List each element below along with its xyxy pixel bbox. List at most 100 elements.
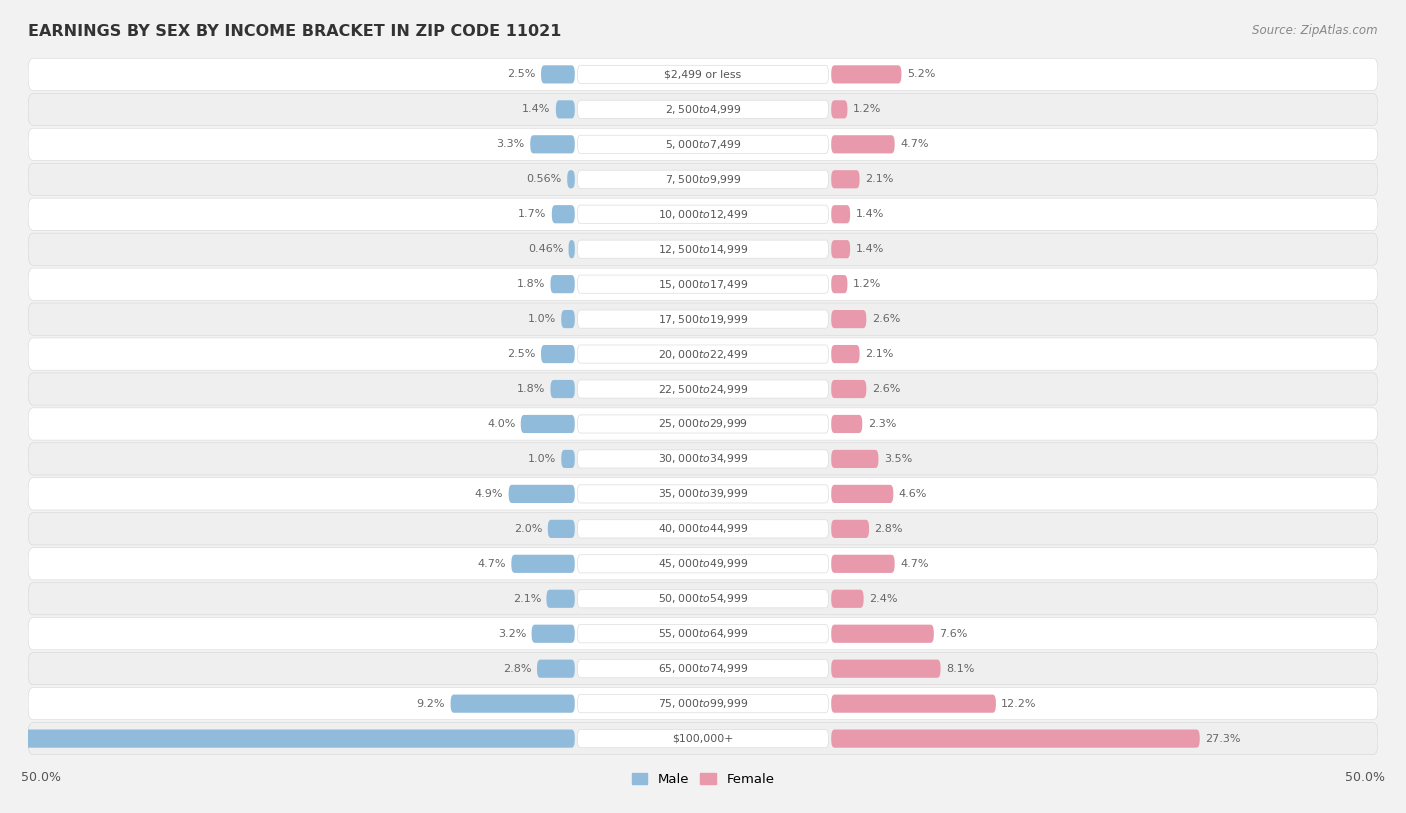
FancyBboxPatch shape [578,485,828,503]
FancyBboxPatch shape [831,170,859,189]
FancyBboxPatch shape [578,135,828,154]
FancyBboxPatch shape [28,93,1378,125]
Text: 1.4%: 1.4% [855,209,884,220]
FancyBboxPatch shape [831,520,869,538]
FancyBboxPatch shape [28,163,1378,195]
FancyBboxPatch shape [531,624,575,643]
FancyBboxPatch shape [28,513,1378,545]
Text: 1.2%: 1.2% [853,279,882,289]
Text: 4.6%: 4.6% [898,489,927,499]
Text: 1.7%: 1.7% [517,209,547,220]
FancyBboxPatch shape [831,310,866,328]
FancyBboxPatch shape [831,240,851,259]
Text: 4.9%: 4.9% [475,489,503,499]
Text: 0.56%: 0.56% [527,174,562,185]
Text: 4.7%: 4.7% [478,559,506,569]
Text: 4.0%: 4.0% [486,419,516,429]
Text: $40,000 to $44,999: $40,000 to $44,999 [658,523,748,535]
Text: 12.2%: 12.2% [1001,698,1036,709]
Text: 1.4%: 1.4% [855,244,884,254]
FancyBboxPatch shape [509,485,575,503]
FancyBboxPatch shape [578,380,828,398]
FancyBboxPatch shape [831,554,894,573]
Text: 1.2%: 1.2% [853,104,882,115]
FancyBboxPatch shape [28,373,1378,405]
FancyBboxPatch shape [28,268,1378,300]
FancyBboxPatch shape [28,59,1378,90]
Text: 50.0%: 50.0% [1346,771,1385,784]
Text: 2.5%: 2.5% [508,69,536,80]
FancyBboxPatch shape [0,729,575,748]
Text: 1.0%: 1.0% [527,454,555,464]
Text: $17,500 to $19,999: $17,500 to $19,999 [658,313,748,325]
Text: 2.1%: 2.1% [865,174,893,185]
FancyBboxPatch shape [578,729,828,748]
FancyBboxPatch shape [28,723,1378,754]
FancyBboxPatch shape [450,694,575,713]
Text: $50,000 to $54,999: $50,000 to $54,999 [658,593,748,605]
FancyBboxPatch shape [561,450,575,468]
Text: 2.8%: 2.8% [875,524,903,534]
FancyBboxPatch shape [831,729,1199,748]
FancyBboxPatch shape [28,338,1378,370]
FancyBboxPatch shape [831,380,866,398]
Text: $5,000 to $7,499: $5,000 to $7,499 [665,138,741,150]
FancyBboxPatch shape [578,589,828,608]
FancyBboxPatch shape [578,170,828,189]
FancyBboxPatch shape [578,415,828,433]
FancyBboxPatch shape [578,694,828,713]
Text: $25,000 to $29,999: $25,000 to $29,999 [658,418,748,430]
FancyBboxPatch shape [578,275,828,293]
Text: 9.2%: 9.2% [416,698,446,709]
FancyBboxPatch shape [28,128,1378,160]
FancyBboxPatch shape [831,205,851,224]
Text: 5.2%: 5.2% [907,69,935,80]
Legend: Male, Female: Male, Female [626,767,780,791]
Text: 3.3%: 3.3% [496,139,524,150]
FancyBboxPatch shape [831,694,995,713]
FancyBboxPatch shape [547,589,575,608]
Text: $35,000 to $39,999: $35,000 to $39,999 [658,488,748,500]
FancyBboxPatch shape [578,65,828,84]
FancyBboxPatch shape [551,380,575,398]
Text: $45,000 to $49,999: $45,000 to $49,999 [658,558,748,570]
Text: 2.1%: 2.1% [865,349,893,359]
FancyBboxPatch shape [831,659,941,678]
FancyBboxPatch shape [578,450,828,468]
FancyBboxPatch shape [578,205,828,224]
Text: 1.8%: 1.8% [516,279,546,289]
Text: 8.1%: 8.1% [946,663,974,674]
Text: 2.5%: 2.5% [508,349,536,359]
FancyBboxPatch shape [831,485,893,503]
FancyBboxPatch shape [567,170,575,189]
FancyBboxPatch shape [578,554,828,573]
FancyBboxPatch shape [28,548,1378,580]
FancyBboxPatch shape [530,135,575,154]
Text: $7,500 to $9,999: $7,500 to $9,999 [665,173,741,185]
Text: 3.5%: 3.5% [884,454,912,464]
FancyBboxPatch shape [551,275,575,293]
Text: 2.6%: 2.6% [872,314,900,324]
FancyBboxPatch shape [28,408,1378,440]
FancyBboxPatch shape [537,659,575,678]
Text: EARNINGS BY SEX BY INCOME BRACKET IN ZIP CODE 11021: EARNINGS BY SEX BY INCOME BRACKET IN ZIP… [28,24,561,39]
FancyBboxPatch shape [28,653,1378,685]
FancyBboxPatch shape [831,135,894,154]
FancyBboxPatch shape [578,345,828,363]
FancyBboxPatch shape [541,65,575,84]
Text: 7.6%: 7.6% [939,628,967,639]
Text: 1.4%: 1.4% [522,104,551,115]
Text: $55,000 to $64,999: $55,000 to $64,999 [658,628,748,640]
FancyBboxPatch shape [578,100,828,119]
FancyBboxPatch shape [831,65,901,84]
Text: $30,000 to $34,999: $30,000 to $34,999 [658,453,748,465]
FancyBboxPatch shape [561,310,575,328]
Text: 2.0%: 2.0% [515,524,543,534]
FancyBboxPatch shape [831,100,848,119]
FancyBboxPatch shape [578,310,828,328]
Text: $10,000 to $12,499: $10,000 to $12,499 [658,208,748,220]
FancyBboxPatch shape [512,554,575,573]
Text: 2.3%: 2.3% [868,419,896,429]
FancyBboxPatch shape [578,520,828,538]
FancyBboxPatch shape [831,415,862,433]
